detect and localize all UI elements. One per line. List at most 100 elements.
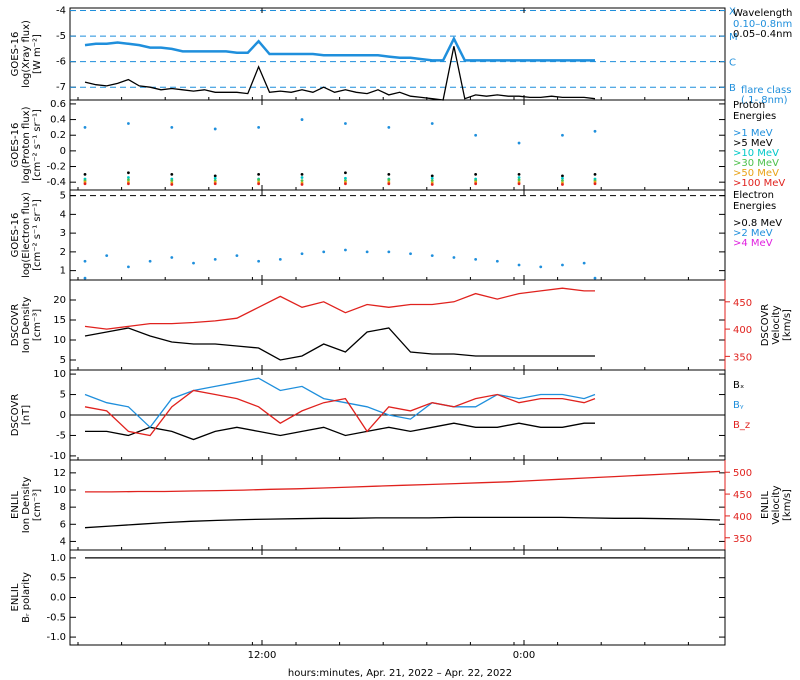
ylabel-line: [nT] <box>21 405 32 425</box>
data-point <box>257 172 261 176</box>
ytick-label: -0.2 <box>46 162 66 173</box>
ylabel: GOES-16log(Electron flux)[cm⁻² s⁻¹ sr⁻¹] <box>10 192 43 278</box>
panel-frame <box>69 459 726 551</box>
ytick-label: -0.5 <box>46 612 66 623</box>
xlabel: hours:minutes, Apr. 21, 2022 – Apr. 22, … <box>288 668 512 679</box>
legend-entry: >30 MeV <box>733 158 779 169</box>
data-point <box>322 250 326 254</box>
right-ytick-label: 450 <box>733 298 752 309</box>
series-line <box>85 470 721 493</box>
series-line <box>84 389 596 437</box>
data-point <box>344 248 347 252</box>
data-point <box>474 257 478 261</box>
ytick-label: 15 <box>53 315 66 326</box>
ylabel-line: GOES-16 <box>10 213 21 258</box>
data-point <box>170 125 174 129</box>
panel-frame <box>69 279 726 371</box>
ytick-label: 6 <box>60 519 66 530</box>
ytick-label: 8 <box>60 502 66 513</box>
data-point <box>170 183 174 186</box>
data-point <box>257 259 261 263</box>
data-point <box>148 259 152 263</box>
data-point <box>517 182 521 186</box>
right-ylabel: DSCOVRVelocity[km/s] <box>760 304 793 347</box>
data-point <box>344 122 347 125</box>
data-point <box>517 141 521 145</box>
data-point <box>430 179 434 183</box>
ytick-label: 1 <box>60 266 66 277</box>
legend-entry: 0.05–0.4nm <box>733 29 792 40</box>
panel-frame <box>69 7 726 101</box>
data-point <box>127 265 130 269</box>
series-line <box>84 287 595 330</box>
data-point <box>213 127 217 131</box>
data-point <box>517 178 521 182</box>
data-point <box>517 263 521 267</box>
ylabel-line: ENLIL <box>10 583 21 611</box>
data-point <box>474 172 478 176</box>
data-point <box>474 133 478 137</box>
data-point <box>300 252 304 256</box>
legend-entry: >4 MeV <box>733 238 773 249</box>
right-ytick-label: 350 <box>733 352 752 363</box>
series-line <box>84 46 596 101</box>
data-point <box>430 183 434 186</box>
ytick-label: 10 <box>53 485 66 496</box>
data-point <box>213 176 217 180</box>
right-ylabel-line: Velocity <box>771 485 782 524</box>
ylabel-line: DSCOVR <box>10 304 21 347</box>
data-point <box>593 182 597 186</box>
right-ylabel: ENLILVelocity[km/s] <box>760 485 793 524</box>
data-point <box>170 179 174 183</box>
ylabel-line: [cm⁻² s⁻¹ sr⁻¹] <box>32 109 43 181</box>
legend-entry: 0.10–0.8nm <box>733 19 792 30</box>
ylabel: DSCOVR[nT] <box>10 394 32 437</box>
panel-3: 5 4 3 2 1 GOES-16log(Electron flux)[cm⁻² s⁻¹ … <box>10 189 782 281</box>
ylabel-line: log(Xray flux) <box>21 20 32 88</box>
ytick-label: 0 <box>60 410 66 421</box>
ytick-label: -0.4 <box>46 177 66 188</box>
right-ytick-label: 500 <box>733 468 752 479</box>
legend-entry: >0.8 MeV <box>733 218 782 229</box>
legend-title: Wavelength <box>733 8 792 19</box>
ytick-label: 3 <box>60 228 66 239</box>
legend-entry: >2 MeV <box>733 228 773 239</box>
data-point <box>561 263 564 267</box>
data-point <box>593 276 597 280</box>
legend-entry: Bₓ <box>733 380 744 391</box>
data-point <box>83 182 87 186</box>
data-point <box>300 179 304 183</box>
right-ylabel-line: [km/s] <box>782 309 793 341</box>
data-point <box>127 122 130 125</box>
data-point <box>430 122 434 125</box>
legend-entry: >100 MeV <box>733 178 785 189</box>
data-point <box>344 176 347 180</box>
ytick-label: 12 <box>53 468 66 479</box>
panel-5: 10 5 0 -5 -10 DSCOVR[nT] Bₓ Bᵧ B_z <box>10 369 750 462</box>
data-point <box>365 250 369 254</box>
data-point <box>300 176 304 179</box>
data-point <box>127 176 130 179</box>
data-point <box>517 176 521 179</box>
right-ytick-label: 450 <box>733 490 752 501</box>
ytick-label: 0.6 <box>50 99 66 110</box>
xtick-label: 12:00 <box>248 650 277 661</box>
data-point <box>561 133 564 137</box>
flare-note: (.1-.8nm) <box>741 95 788 106</box>
ylabel-line: DSCOVR <box>10 394 21 437</box>
data-point <box>300 183 304 186</box>
ytick-label: 1.0 <box>50 553 66 564</box>
ylabel: GOES-16log(Xray flux)[W m⁻²] <box>10 20 43 88</box>
ytick-label: -5 <box>56 430 66 441</box>
data-point <box>344 182 347 186</box>
ytick-label: 5 <box>60 191 66 202</box>
series-line <box>85 422 595 441</box>
ytick-label: 10 <box>53 335 66 346</box>
data-point <box>593 129 597 133</box>
data-point <box>561 179 564 183</box>
data-point <box>213 182 217 186</box>
legend-entry: >50 MeV <box>733 168 779 179</box>
ytick-label: 5 <box>60 355 66 366</box>
series-line <box>84 377 596 429</box>
